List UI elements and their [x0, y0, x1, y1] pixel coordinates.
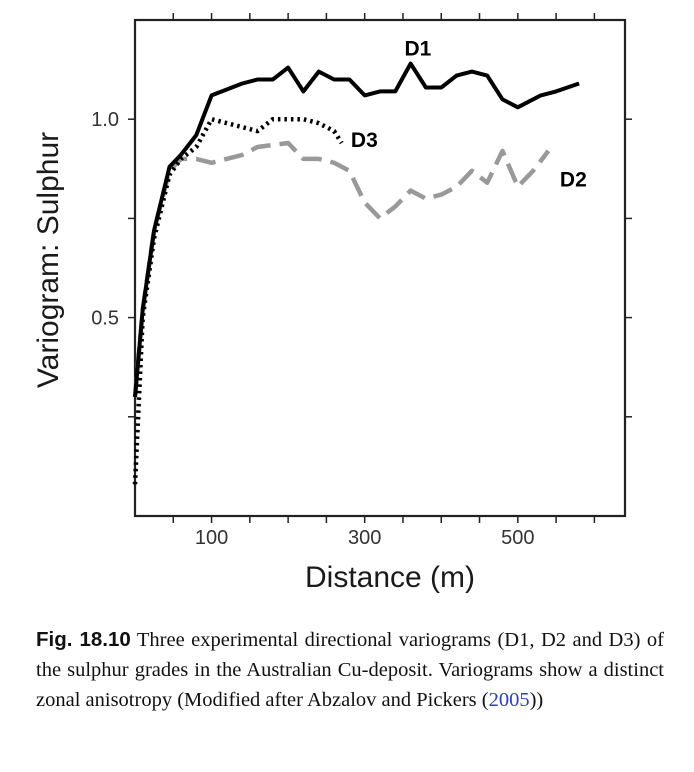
- series-label-d3: D3: [351, 129, 378, 152]
- figure-caption: Fig. 18.10 Three experimental directiona…: [36, 625, 664, 715]
- series-line-d2: [132, 140, 551, 398]
- caption-text: Three experimental directional variogram…: [36, 629, 664, 711]
- series-line-d1: [133, 61, 580, 398]
- series-line-d3: [132, 116, 344, 485]
- plot-frame: [133, 18, 627, 518]
- series-label-d1: D1: [405, 38, 432, 61]
- series-label-d2: D2: [560, 169, 587, 192]
- y-axis-title: Variogram: Sulphur: [32, 132, 65, 388]
- citation-link[interactable]: 2005: [488, 689, 530, 711]
- caption-text-end: )): [529, 689, 544, 711]
- x-tick-label: 500: [501, 527, 534, 549]
- plot-area: 100 300 500 0.5 1.0 Distance (m) Variogram: Su…: [32, 13, 632, 594]
- x-tick-label: 300: [348, 527, 381, 549]
- x-axis-title: Distance (m): [305, 561, 475, 594]
- figure-label: Fig. 18.10: [36, 628, 131, 651]
- y-tick-label: 0.5: [91, 308, 119, 330]
- y-tick-label: 1.0: [91, 109, 119, 131]
- x-tick-label: 100: [195, 527, 228, 549]
- variogram-chart: 100 300 500 0.5 1.0 Distance (m) Variogram: Su…: [32, 13, 632, 594]
